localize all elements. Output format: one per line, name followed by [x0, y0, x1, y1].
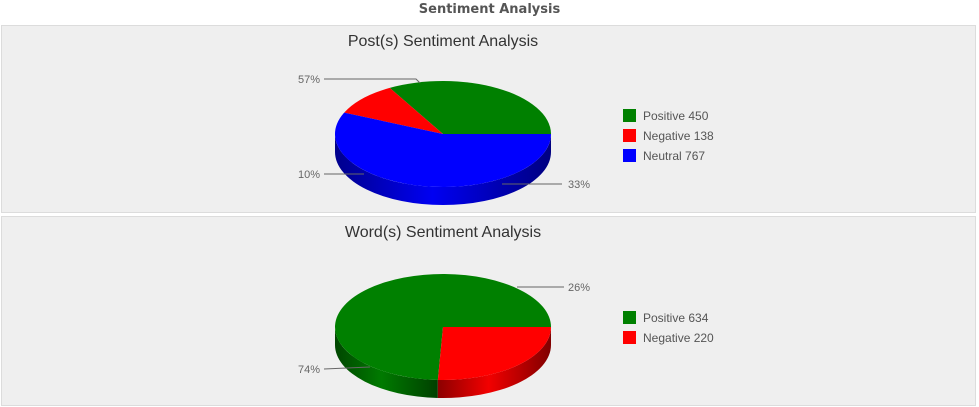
percent-label-negative: 26%	[568, 282, 590, 294]
pie-sides	[335, 327, 551, 398]
percent-label-positive: 74%	[298, 364, 320, 376]
pie-tops	[335, 81, 551, 187]
page-title: Sentiment Analysis	[418, 2, 561, 17]
chart-title: Word(s) Sentiment Analysis	[345, 224, 541, 241]
percent-label-positive: 33%	[568, 179, 590, 191]
legend-item-neutral[interactable]: Neutral 767	[623, 149, 705, 163]
legend-label-neutral: Neutral 767	[643, 149, 705, 163]
legend-swatch-neutral	[623, 149, 636, 162]
legend-label-positive: Positive 634	[643, 311, 709, 325]
pie-side-positive	[335, 327, 438, 398]
word-sentiment-chart-panel: Word(s) Sentiment Analysis 74% 26% Positive…	[1, 216, 976, 406]
pie-slice-negative[interactable]	[437, 327, 551, 380]
legend: Positive 450 Negative 138 Neutral 767	[623, 109, 714, 163]
post-sentiment-pie-chart: Post(s) Sentiment Analysis 33% 10% 57% Posit…	[298, 33, 714, 205]
pie-tops	[335, 274, 551, 380]
legend-label-negative: Negative 220	[643, 331, 714, 345]
legend-item-positive[interactable]: Positive 634	[623, 311, 709, 325]
legend: Positive 634 Negative 220	[623, 311, 714, 345]
post-sentiment-chart-panel: Post(s) Sentiment Analysis 33% 10% 57% Posit…	[1, 25, 976, 213]
legend-swatch-positive	[623, 311, 636, 324]
legend-swatch-positive	[623, 109, 636, 122]
pie-slice-positive[interactable]	[389, 81, 551, 134]
legend-item-negative[interactable]: Negative 138	[623, 129, 714, 143]
percent-label-neutral: 57%	[298, 74, 320, 86]
legend-swatch-negative	[623, 331, 636, 344]
word-sentiment-pie-chart: Word(s) Sentiment Analysis 74% 26% Positive…	[298, 224, 714, 398]
pie-sides	[335, 134, 551, 205]
pie-slice-positive[interactable]	[335, 274, 551, 380]
legend-label-positive: Positive 450	[643, 109, 709, 123]
legend-swatch-negative	[623, 129, 636, 142]
pie-slice-negative[interactable]	[344, 87, 443, 134]
leader-line-positive	[323, 366, 371, 370]
legend-label-negative: Negative 138	[643, 129, 714, 143]
legend-item-positive[interactable]: Positive 450	[623, 109, 709, 123]
legend-item-negative[interactable]: Negative 220	[623, 331, 714, 345]
chart-title: Post(s) Sentiment Analysis	[348, 33, 538, 50]
pie-side-neutral	[335, 134, 551, 205]
pie-side-negative	[437, 327, 551, 398]
leader-line-neutral	[324, 78, 421, 84]
pie-slice-neutral[interactable]	[335, 112, 551, 187]
percent-label-negative: 10%	[298, 169, 320, 181]
